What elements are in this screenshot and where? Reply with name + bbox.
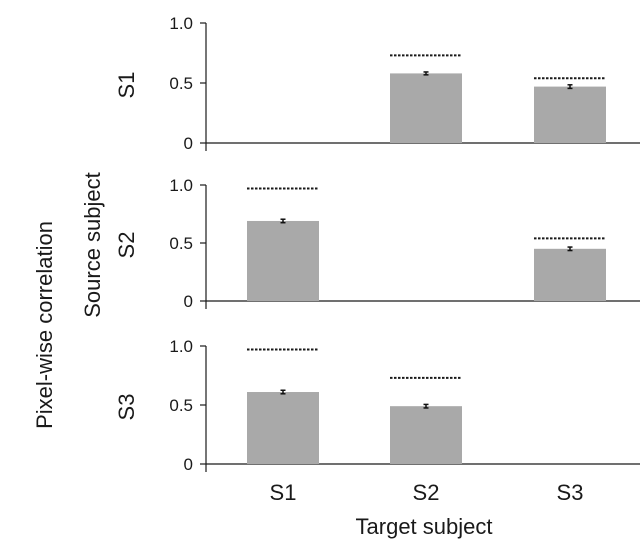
x-tick-labels: S1 S2 S3 (270, 480, 584, 505)
y-tick-label: 0.5 (169, 396, 193, 415)
y-tick-label: 0.5 (169, 74, 193, 93)
y-tick-label: 0 (184, 455, 193, 474)
x-tick-label-s3: S3 (557, 480, 584, 505)
bar-s3-to-s1 (247, 392, 319, 464)
source-subject-s2: S2 (114, 232, 139, 259)
outer-y-label: Pixel-wise correlation (32, 221, 57, 429)
bar-s2-to-s1 (247, 220, 319, 301)
y-tick-label: 1.0 (169, 176, 193, 195)
y-tick-label: 0 (184, 292, 193, 311)
bar-s1-to-s2 (390, 73, 462, 143)
panels: 0 0.5 1.0 S1 0 0.5 1.0 S2 0 0.5 1.0 S3 (114, 14, 640, 474)
x-axis-title: Target subject (356, 514, 493, 539)
y-tick-label: 1.0 (169, 14, 193, 33)
source-subject-label: Source subject (80, 172, 105, 318)
y-tick-label: 0.5 (169, 234, 193, 253)
bar-s1-to-s3 (534, 86, 606, 143)
panel-s2: 0 0.5 1.0 S2 (114, 176, 640, 311)
y-tick-label: 1.0 (169, 337, 193, 356)
y-tick-label: 0 (184, 134, 193, 153)
x-tick-label-s2: S2 (413, 480, 440, 505)
panel-s3: 0 0.5 1.0 S3 (114, 337, 640, 474)
panel-s1: 0 0.5 1.0 S1 (114, 14, 640, 153)
source-subject-s1: S1 (114, 72, 139, 99)
x-tick-label-s1: S1 (270, 480, 297, 505)
bar-s2-to-s3 (534, 248, 606, 301)
bar-s3-to-s2 (390, 406, 462, 464)
source-subject-s3: S3 (114, 394, 139, 421)
